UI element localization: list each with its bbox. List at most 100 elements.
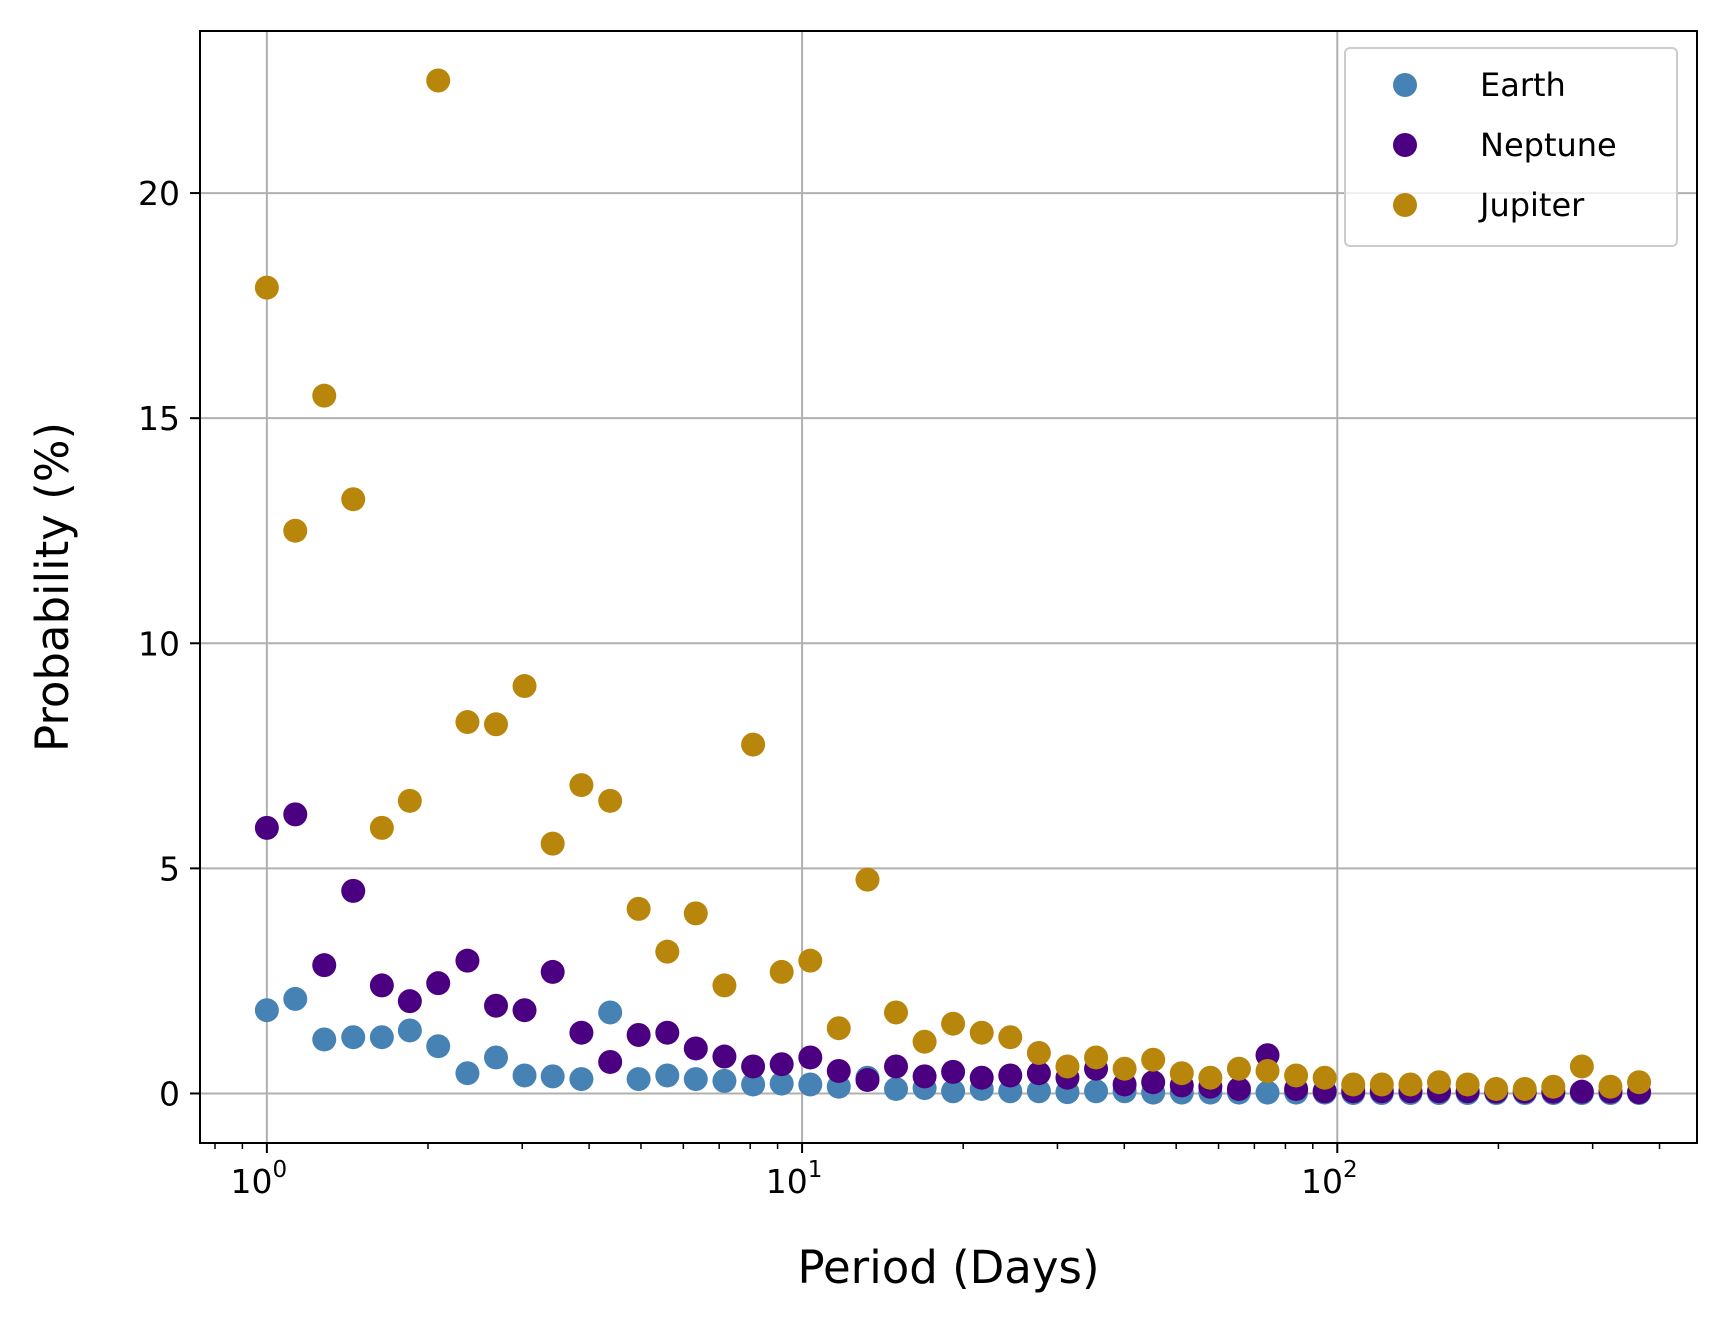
y-tick-label: 15 bbox=[138, 399, 180, 438]
jupiter-point bbox=[998, 1025, 1023, 1050]
jupiter-point bbox=[1312, 1065, 1337, 1090]
series-jupiter bbox=[254, 68, 1652, 1101]
neptune-point bbox=[912, 1064, 937, 1089]
earth-point bbox=[712, 1068, 737, 1093]
jupiter-point bbox=[1455, 1072, 1480, 1097]
earth-point bbox=[683, 1067, 708, 1092]
jupiter-point bbox=[712, 973, 737, 998]
jupiter-point bbox=[1226, 1056, 1251, 1081]
earth-point bbox=[397, 1018, 422, 1043]
neptune-point bbox=[426, 971, 451, 996]
neptune-point bbox=[397, 989, 422, 1014]
jupiter-point bbox=[1112, 1056, 1137, 1081]
jupiter-point bbox=[626, 896, 651, 921]
jupiter-point bbox=[540, 831, 565, 856]
jupiter-point bbox=[1484, 1076, 1509, 1101]
jupiter-point bbox=[912, 1029, 937, 1054]
earth-point bbox=[1255, 1080, 1280, 1105]
jupiter-point bbox=[569, 773, 594, 798]
earth-point bbox=[655, 1063, 680, 1088]
jupiter-point bbox=[254, 275, 279, 300]
neptune-point bbox=[484, 993, 509, 1018]
y-axis-label: Probability (%) bbox=[26, 422, 79, 752]
earth-point bbox=[884, 1076, 909, 1101]
jupiter-point bbox=[1169, 1061, 1194, 1086]
earth-point bbox=[312, 1027, 337, 1052]
neptune-point bbox=[826, 1058, 851, 1083]
earth-point bbox=[1084, 1079, 1109, 1104]
neptune-point bbox=[283, 802, 308, 827]
y-tick-label: 10 bbox=[138, 624, 180, 663]
neptune-point bbox=[712, 1044, 737, 1069]
x-tick-label: 100 bbox=[231, 1157, 288, 1201]
earth-point bbox=[426, 1034, 451, 1059]
earth-point bbox=[254, 998, 279, 1023]
x-tick-exponent: 2 bbox=[1343, 1157, 1358, 1183]
neptune-point bbox=[998, 1063, 1023, 1088]
jupiter-point bbox=[1255, 1058, 1280, 1083]
neptune-point bbox=[540, 959, 565, 984]
earth-point bbox=[455, 1061, 480, 1086]
neptune-point bbox=[941, 1059, 966, 1084]
legend-marker-neptune bbox=[1393, 133, 1417, 157]
jupiter-point bbox=[1055, 1054, 1080, 1079]
x-axis-label: Period (Days) bbox=[797, 1241, 1099, 1294]
jupiter-point bbox=[312, 383, 337, 408]
earth-point bbox=[341, 1025, 366, 1050]
jupiter-point bbox=[455, 710, 480, 735]
neptune-point bbox=[626, 1022, 651, 1047]
jupiter-point bbox=[1398, 1072, 1423, 1097]
legend: Earth Neptune Jupiter bbox=[1344, 47, 1678, 247]
legend-marker-earth bbox=[1393, 73, 1417, 97]
neptune-point bbox=[341, 878, 366, 903]
earth-point bbox=[369, 1025, 394, 1050]
x-tick-label: 101 bbox=[766, 1157, 823, 1201]
neptune-point bbox=[655, 1020, 680, 1045]
neptune-point bbox=[569, 1020, 594, 1045]
neptune-point bbox=[683, 1036, 708, 1061]
earth-point bbox=[798, 1072, 823, 1097]
jupiter-point bbox=[1569, 1054, 1594, 1079]
neptune-point bbox=[884, 1054, 909, 1079]
neptune-point bbox=[798, 1045, 823, 1070]
earth-point bbox=[769, 1071, 794, 1096]
jupiter-point bbox=[1084, 1045, 1109, 1070]
jupiter-point bbox=[1541, 1074, 1566, 1099]
jupiter-point bbox=[683, 901, 708, 926]
x-tick-exponent: 1 bbox=[808, 1157, 823, 1183]
jupiter-point bbox=[741, 732, 766, 757]
grid bbox=[200, 31, 1697, 1143]
neptune-point bbox=[512, 998, 537, 1023]
neptune-point bbox=[1569, 1079, 1594, 1104]
jupiter-point bbox=[426, 68, 451, 93]
earth-point bbox=[540, 1064, 565, 1089]
jupiter-point bbox=[1026, 1040, 1051, 1065]
jupiter-point bbox=[283, 518, 308, 543]
neptune-point bbox=[855, 1067, 880, 1092]
earth-point bbox=[1026, 1079, 1051, 1104]
earth-point bbox=[598, 1000, 623, 1025]
earth-point bbox=[283, 986, 308, 1011]
earth-point bbox=[512, 1063, 537, 1088]
y-tick-label: 5 bbox=[159, 849, 180, 888]
neptune-point bbox=[598, 1049, 623, 1074]
jupiter-point bbox=[369, 815, 394, 840]
jupiter-point bbox=[826, 1016, 851, 1041]
neptune-point bbox=[1026, 1061, 1051, 1086]
neptune-point bbox=[1226, 1076, 1251, 1101]
jupiter-point bbox=[341, 487, 366, 512]
jupiter-point bbox=[969, 1020, 994, 1045]
earth-point bbox=[941, 1079, 966, 1104]
jupiter-point bbox=[941, 1011, 966, 1036]
earth-point bbox=[626, 1067, 651, 1092]
legend-label-earth: Earth bbox=[1480, 66, 1566, 104]
x-tick-exponent: 0 bbox=[273, 1157, 288, 1183]
data-points bbox=[254, 68, 1652, 1106]
earth-point bbox=[569, 1067, 594, 1092]
neptune-point bbox=[369, 973, 394, 998]
legend-label-neptune: Neptune bbox=[1480, 126, 1617, 164]
neptune-point bbox=[769, 1052, 794, 1077]
legend-marker-jupiter bbox=[1393, 193, 1417, 217]
neptune-point bbox=[1141, 1070, 1166, 1095]
